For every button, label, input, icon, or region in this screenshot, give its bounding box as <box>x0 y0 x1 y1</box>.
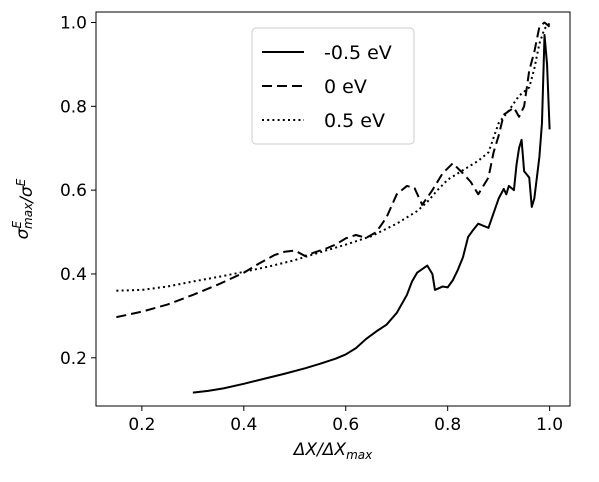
legend-label-1: -0.5 eV <box>324 42 392 64</box>
y-tick-label: 0.8 <box>60 97 87 117</box>
legend: -0.5 eV 0 eV 0.5 eV <box>251 27 415 145</box>
legend-box <box>251 27 415 145</box>
plot-frame <box>95 11 571 407</box>
y-axis-label: σEmax/σE <box>10 178 37 239</box>
legend-label-2: 0 eV <box>324 76 367 98</box>
series-line-1 <box>192 34 551 394</box>
axis-labels: ΔX/ΔXmax σEmax/σE <box>10 178 373 462</box>
y-tick-label: 1.0 <box>60 13 87 33</box>
legend-label-3: 0.5 eV <box>324 110 385 132</box>
series-line-3 <box>116 22 551 292</box>
y-tick-label: 0.6 <box>60 181 87 201</box>
x-tick-label: 0.2 <box>128 415 155 435</box>
plot-area <box>95 11 571 407</box>
y-tick-label: 0.4 <box>60 265 87 285</box>
series-line-2 <box>116 21 551 319</box>
x-axis-label: ΔX/ΔXmax <box>292 440 373 462</box>
x-tick-label: 0.8 <box>434 415 461 435</box>
x-tick-label: 0.6 <box>332 415 359 435</box>
x-tick-label: 1.0 <box>536 415 563 435</box>
x-tick-label: 0.4 <box>230 415 257 435</box>
y-tick-label: 0.2 <box>60 349 87 369</box>
axis-ticks: 0.2 0.4 0.6 0.8 1.0 0.2 0.4 0.6 0.8 1.0 <box>60 13 563 435</box>
